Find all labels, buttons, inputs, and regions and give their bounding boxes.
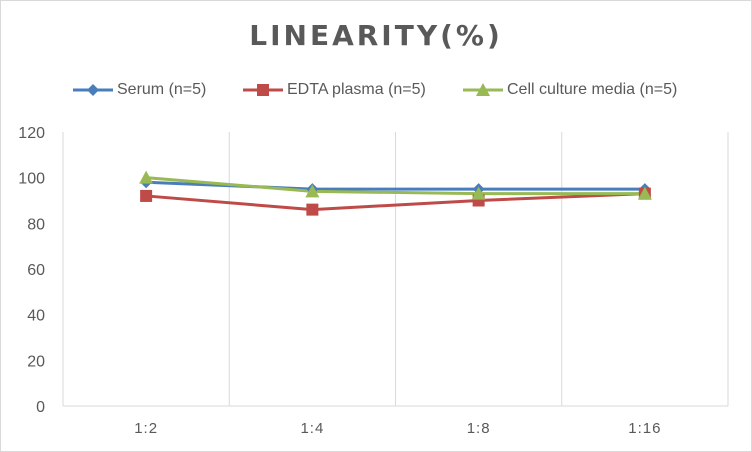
x-tick-label: 1:4 <box>300 420 324 437</box>
legend-swatch-serum <box>73 84 113 96</box>
legend-label-serum: Serum (n=5) <box>117 81 207 98</box>
y-tick-label: 60 <box>27 262 45 279</box>
data-point-1 <box>306 203 319 216</box>
series-line-2 <box>146 176 645 196</box>
data-point-2 <box>139 170 154 184</box>
y-tick-label: 80 <box>27 216 45 233</box>
x-tick-label: 1:2 <box>134 420 158 437</box>
y-tick-label: 0 <box>36 399 45 416</box>
y-tick-label: 120 <box>18 125 45 142</box>
legend-swatch-edta-plasma <box>243 84 283 96</box>
legend-label-edta-plasma: EDTA plasma (n=5) <box>287 81 426 98</box>
legend-swatch-cell-culture-media <box>463 83 503 96</box>
chart-title: LINEARITY(%) <box>249 19 503 52</box>
series-line-1 <box>146 192 645 212</box>
x-tick-label: 1:8 <box>467 420 491 437</box>
y-tick-label: 40 <box>27 308 45 325</box>
y-tick-label: 20 <box>27 353 45 370</box>
x-tick-label: 1:16 <box>628 420 661 437</box>
legend: Serum (n=5) EDTA plasma (n=5) Cell cultu… <box>1 77 751 103</box>
data-point-1 <box>140 189 153 202</box>
legend-label-cell-culture-media: Cell culture media (n=5) <box>507 81 678 98</box>
data-point-2 <box>471 186 486 200</box>
data-point-2 <box>305 184 320 198</box>
data-point-2 <box>637 186 652 200</box>
y-tick-label: 100 <box>18 171 45 188</box>
